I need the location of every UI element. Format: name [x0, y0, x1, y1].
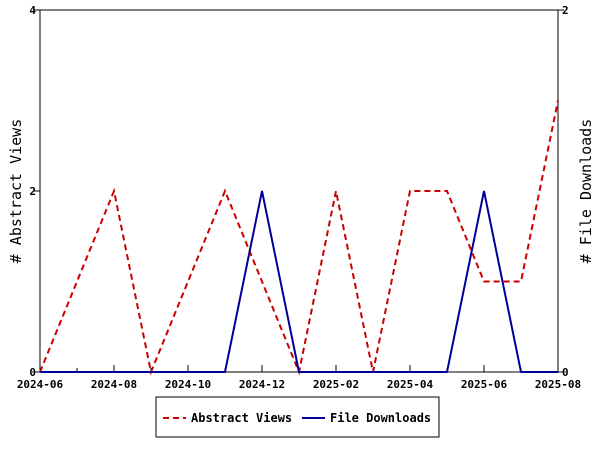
y-left-tick-label: 2: [29, 185, 36, 198]
y-right-tick-label: 0: [562, 366, 569, 379]
y-left-tick-label: 0: [29, 366, 36, 379]
x-tick-label: 2024-12: [239, 378, 285, 391]
y-right-axis-title: # File Downloads: [577, 119, 595, 264]
legend-box: [155, 396, 440, 438]
y-left-tick-label: 4: [29, 4, 36, 17]
legend-label-abstract-views: Abstract Views: [191, 411, 292, 425]
plot-frame: [39, 9, 559, 373]
x-tick-label: 2024-06: [17, 378, 64, 391]
y-right-axis-ticks: 02: [558, 4, 569, 379]
series-line-file-downloads: [40, 190, 558, 373]
y-left-axis-title: # Abstract Views: [7, 119, 25, 264]
x-tick-label: 2024-10: [165, 378, 211, 391]
x-axis-ticks: 2024-06 2024-08 2024-10 2024-12 2025-02 2025-…: [17, 365, 581, 391]
plot-area: 2024-06 2024-08 2024-10 2024-12 2025-02 2025-…: [17, 4, 581, 391]
legend: Abstract Views File Downloads: [155, 396, 440, 438]
legend-label-file-downloads: File Downloads: [330, 411, 431, 425]
x-tick-label: 2025-06: [461, 378, 508, 391]
y-left-axis-ticks: 0 2 4: [29, 4, 40, 379]
y-right-tick-label: 2: [562, 4, 569, 17]
series-layer: [39, 100, 559, 376]
x-tick-label: 2025-04: [387, 378, 434, 391]
x-tick-label: 2025-02: [313, 378, 359, 391]
x-tick-label: 2025-08: [535, 378, 581, 391]
x-tick-label: 2024-08: [91, 378, 137, 391]
